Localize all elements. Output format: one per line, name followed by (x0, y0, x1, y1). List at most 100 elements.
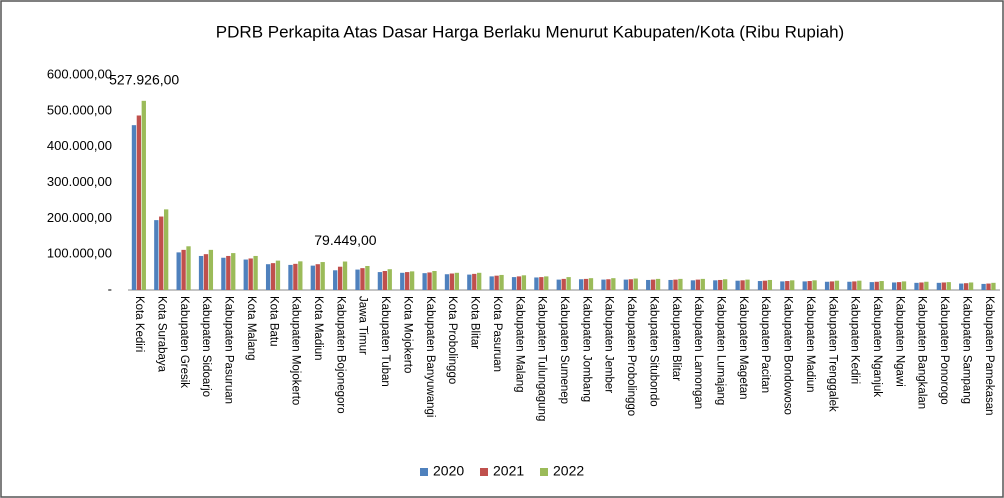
bar (566, 277, 571, 290)
bar (986, 283, 991, 290)
bar (879, 281, 884, 290)
legend-swatch (420, 468, 428, 476)
bar (812, 280, 817, 290)
bar (588, 278, 594, 290)
bar (544, 276, 549, 290)
bar (713, 280, 718, 290)
x-tick-label: Kota Mojokerto (401, 296, 413, 373)
bar (968, 282, 974, 290)
bar (740, 280, 745, 290)
legend-label: 2022 (553, 463, 584, 479)
bar (646, 279, 651, 290)
y-tick-label: - (108, 281, 112, 296)
bar (516, 276, 522, 290)
x-tick-label: Kota Blitar (469, 296, 481, 349)
x-tick-label: Kabupaten Banyuwangi (424, 296, 436, 418)
bar (248, 258, 253, 290)
x-tick-label: Jawa Timur (357, 296, 369, 355)
x-tick-label: Kabupaten Trenggalek (826, 296, 838, 412)
bar (695, 279, 701, 290)
bar (678, 278, 683, 290)
x-tick-label: Kabupaten Ponorogo (938, 296, 950, 405)
x-tick-label: Kabupaten Lamongan (692, 296, 704, 409)
bar (315, 264, 320, 290)
x-tick-label: Kabupaten Bondowoso (782, 296, 794, 415)
bar (159, 216, 164, 290)
bar (181, 249, 186, 290)
bar (834, 280, 840, 290)
bar (221, 257, 226, 290)
bar (802, 281, 807, 290)
bar (578, 279, 584, 290)
bar (231, 253, 236, 290)
x-tick-label: Kabupaten Gresik (178, 296, 190, 388)
x-tick-label: Kabupaten Madiun (804, 296, 816, 393)
bar (623, 279, 629, 290)
bar (521, 275, 527, 290)
bar (467, 274, 472, 290)
x-tick-label: Kabupaten Tuban (379, 296, 391, 387)
bar (265, 264, 271, 290)
bar (539, 277, 544, 290)
bar (735, 280, 740, 290)
bar (924, 281, 929, 290)
bar (342, 261, 348, 290)
bar (499, 274, 504, 290)
data-label: 527.926,00 (109, 72, 179, 88)
y-tick-label: 200.000,00 (47, 210, 112, 225)
bar (444, 274, 450, 290)
x-tick-label: Kota Kediri (133, 296, 145, 352)
x-tick-label: Kabupaten Pamekasan (983, 296, 995, 416)
x-tick-label: Kabupaten Bangkalan (916, 296, 928, 409)
bar (275, 260, 281, 290)
y-tick-label: 500.000,00 (47, 102, 112, 117)
bar (511, 277, 517, 290)
y-tick-label: 400.000,00 (47, 138, 112, 153)
bar (892, 282, 897, 290)
bar (936, 282, 942, 290)
chart-title: PDRB Perkapita Atas Dasar Harga Berlaku … (216, 22, 844, 41)
bar (253, 255, 258, 290)
bar (941, 282, 946, 290)
bar (869, 282, 874, 290)
bar (829, 281, 835, 290)
bar (243, 259, 248, 290)
bar (847, 281, 852, 290)
x-tick-label: Kabupaten Sumenep (558, 296, 570, 404)
bar (611, 278, 616, 290)
bar (767, 279, 773, 290)
bar (270, 263, 276, 290)
bar (718, 279, 723, 290)
bar (981, 283, 986, 290)
bar (454, 272, 459, 290)
bar (489, 276, 494, 290)
y-tick-label: 100.000,00 (47, 246, 112, 261)
bar (628, 279, 633, 290)
bar (534, 277, 539, 290)
bar (186, 246, 191, 290)
bar (722, 279, 728, 290)
bar (790, 280, 795, 290)
bar (360, 268, 365, 290)
x-tick-label: Kabupaten Pacitan (759, 296, 771, 393)
bar (422, 273, 427, 290)
bar (377, 272, 383, 290)
bar (288, 264, 293, 290)
bar (762, 280, 768, 290)
bar (176, 252, 181, 290)
bar (964, 283, 969, 290)
bar (896, 282, 902, 290)
x-tick-label: Kabupaten Jombang (580, 296, 592, 402)
x-tick-label: Kabupaten Nganjuk (871, 296, 883, 397)
bar (141, 100, 146, 291)
bar (472, 273, 477, 290)
bar (136, 115, 142, 290)
bar (310, 265, 315, 290)
data-label: 79.449,00 (314, 232, 376, 248)
bar (606, 279, 611, 290)
bar (208, 249, 214, 290)
bar (203, 254, 209, 290)
x-tick-label: Kota Probolinggo (446, 296, 458, 384)
bar (991, 282, 996, 290)
x-tick-label: Kabupaten Magetan (737, 296, 749, 400)
